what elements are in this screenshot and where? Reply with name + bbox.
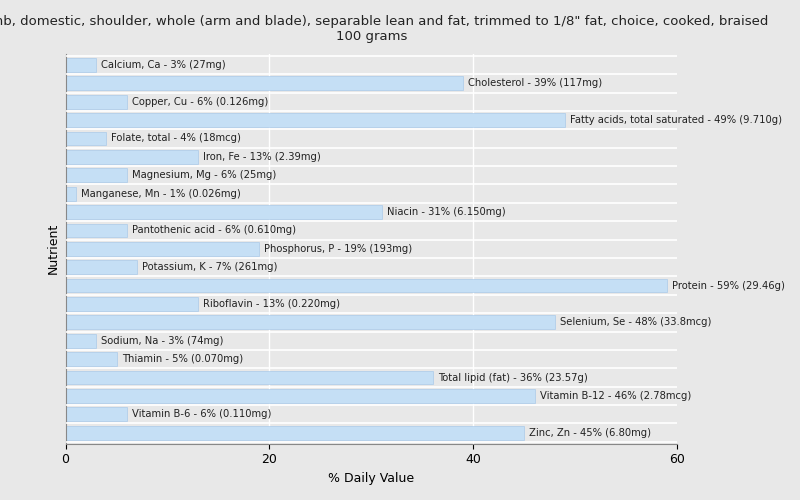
Bar [66,408,126,421]
Text: Riboflavin - 13% (0.220mg): Riboflavin - 13% (0.220mg) [203,299,340,309]
Bar [66,242,259,256]
Y-axis label: Nutrient: Nutrient [47,223,60,274]
Bar [66,316,555,330]
Text: Calcium, Ca - 3% (27mg): Calcium, Ca - 3% (27mg) [102,60,226,70]
Text: Thiamin - 5% (0.070mg): Thiamin - 5% (0.070mg) [122,354,242,364]
Text: Vitamin B-12 - 46% (2.78mcg): Vitamin B-12 - 46% (2.78mcg) [540,391,691,401]
Text: Niacin - 31% (6.150mg): Niacin - 31% (6.150mg) [386,207,506,217]
Title: Lamb, domestic, shoulder, whole (arm and blade), separable lean and fat, trimmed: Lamb, domestic, shoulder, whole (arm and… [0,15,768,43]
Bar [66,168,126,182]
X-axis label: % Daily Value: % Daily Value [328,472,414,485]
Bar [66,278,667,292]
Text: Folate, total - 4% (18mcg): Folate, total - 4% (18mcg) [111,134,242,143]
Bar [66,76,463,90]
Bar [66,334,96,347]
Bar [66,205,382,219]
Text: Copper, Cu - 6% (0.126mg): Copper, Cu - 6% (0.126mg) [132,96,268,106]
Bar [66,58,96,72]
Bar [66,113,565,127]
Text: Selenium, Se - 48% (33.8mcg): Selenium, Se - 48% (33.8mcg) [560,318,711,328]
Text: Potassium, K - 7% (261mg): Potassium, K - 7% (261mg) [142,262,278,272]
Text: Sodium, Na - 3% (74mg): Sodium, Na - 3% (74mg) [102,336,224,345]
Text: Pantothenic acid - 6% (0.610mg): Pantothenic acid - 6% (0.610mg) [132,226,296,235]
Text: Magnesium, Mg - 6% (25mg): Magnesium, Mg - 6% (25mg) [132,170,276,180]
Text: Total lipid (fat) - 36% (23.57g): Total lipid (fat) - 36% (23.57g) [438,372,587,382]
Bar [66,260,137,274]
Text: Zinc, Zn - 45% (6.80mg): Zinc, Zn - 45% (6.80mg) [530,428,651,438]
Text: Vitamin B-6 - 6% (0.110mg): Vitamin B-6 - 6% (0.110mg) [132,410,271,420]
Text: Protein - 59% (29.46g): Protein - 59% (29.46g) [672,280,785,290]
Bar [66,297,198,311]
Bar [66,224,126,237]
Bar [66,370,433,384]
Text: Manganese, Mn - 1% (0.026mg): Manganese, Mn - 1% (0.026mg) [81,188,241,198]
Bar [66,186,76,200]
Bar [66,95,126,108]
Text: Phosphorus, P - 19% (193mg): Phosphorus, P - 19% (193mg) [264,244,413,254]
Bar [66,352,117,366]
Text: Iron, Fe - 13% (2.39mg): Iron, Fe - 13% (2.39mg) [203,152,321,162]
Bar [66,150,198,164]
Bar [66,389,534,403]
Text: Fatty acids, total saturated - 49% (9.710g): Fatty acids, total saturated - 49% (9.71… [570,115,782,125]
Bar [66,132,106,145]
Text: Cholesterol - 39% (117mg): Cholesterol - 39% (117mg) [468,78,602,88]
Bar [66,426,524,440]
